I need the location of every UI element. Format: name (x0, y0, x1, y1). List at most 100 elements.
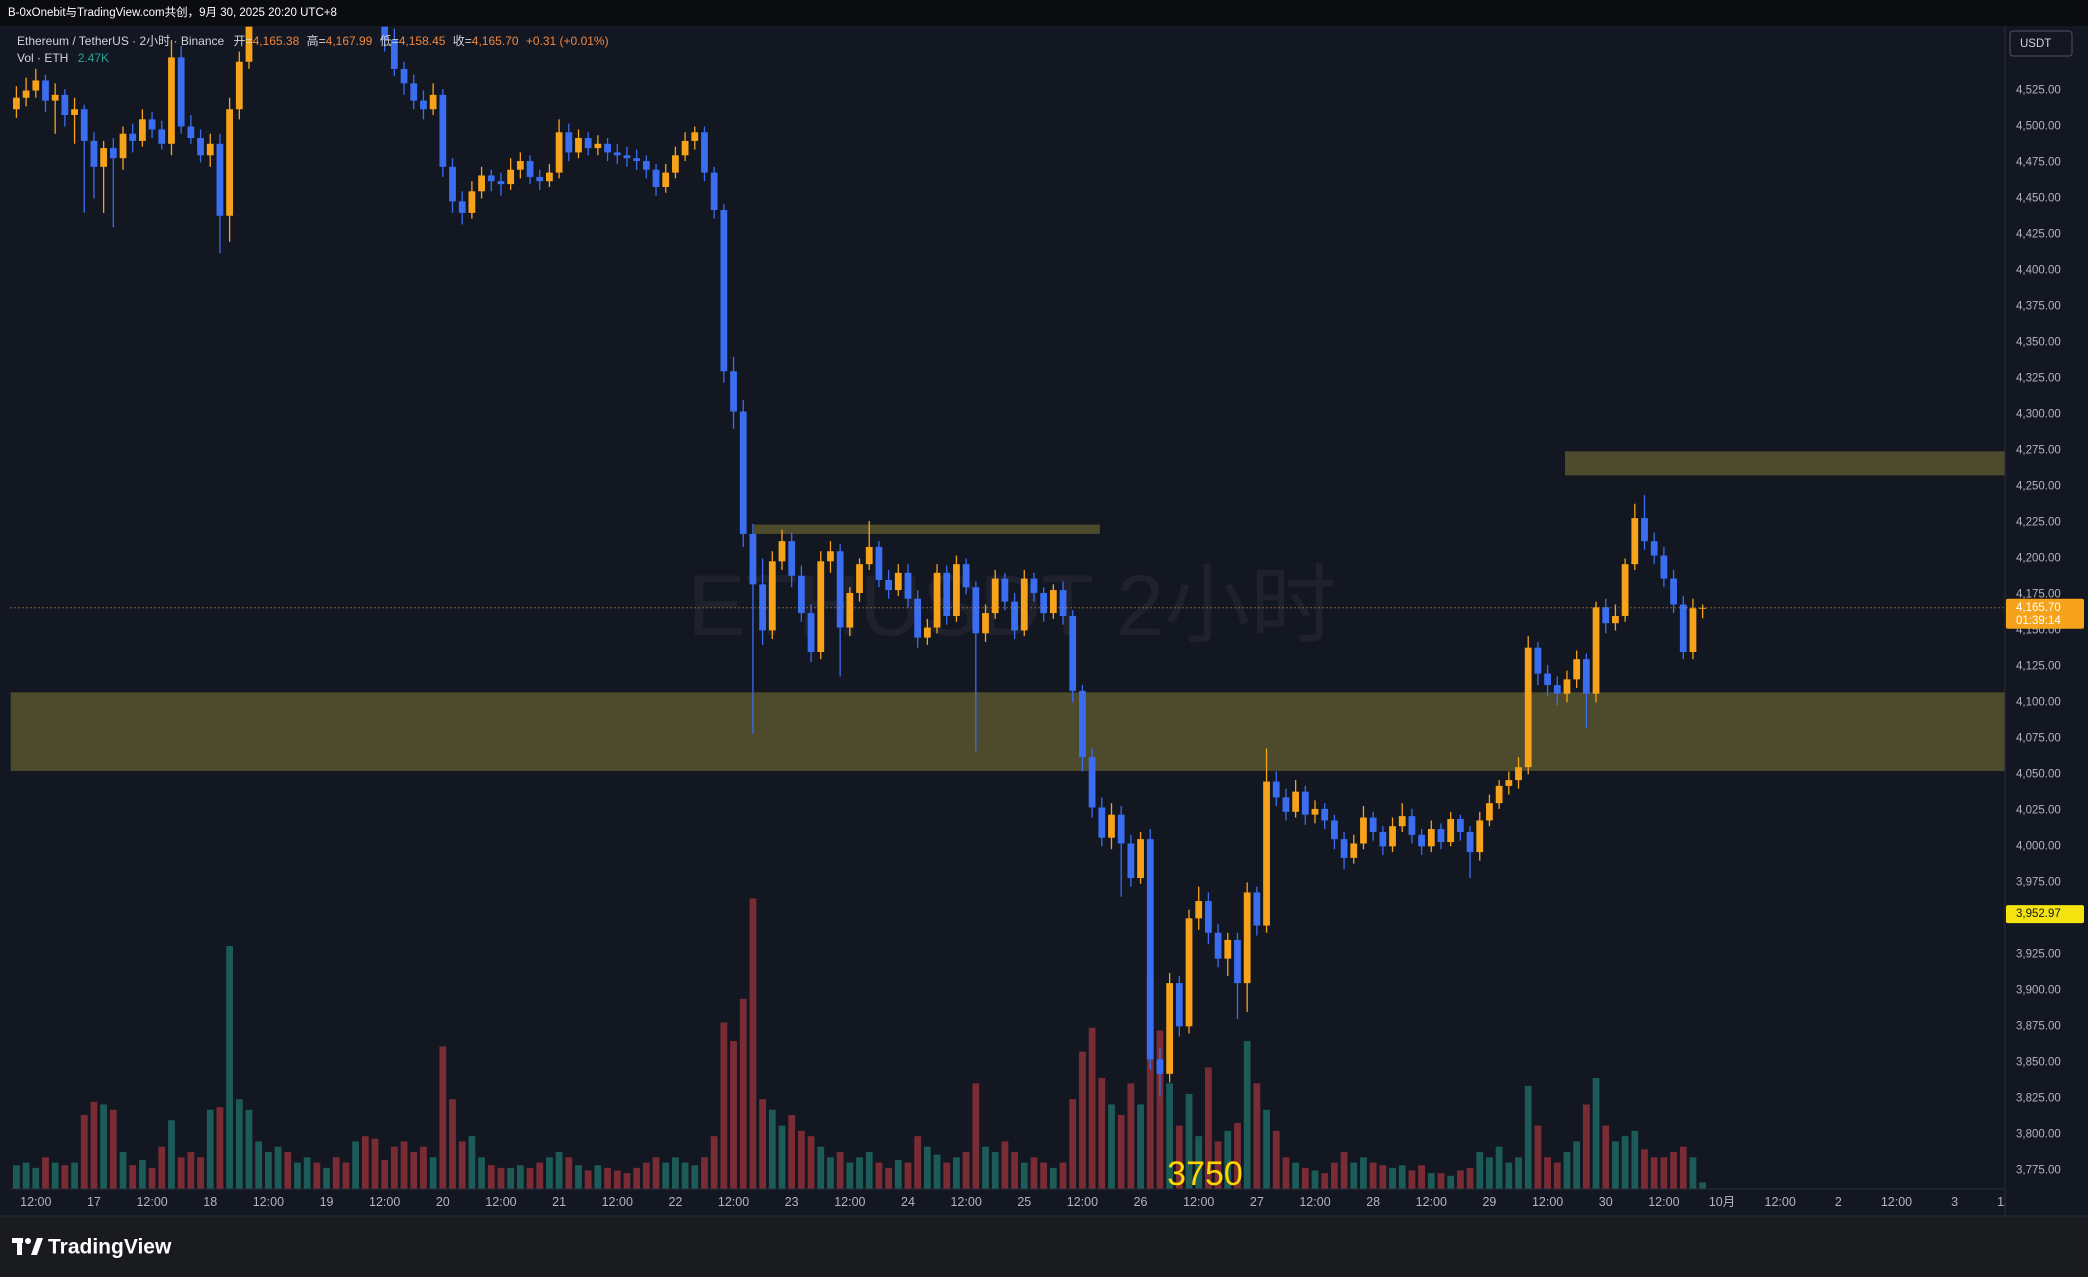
candle-body (584, 138, 592, 149)
zone (753, 524, 1100, 534)
x-tick-label: 29 (1482, 1195, 1496, 1209)
price-marker-label: 4,165.70 (2016, 602, 2061, 614)
header-bar (0, 0, 2088, 26)
volume-bar (536, 1162, 544, 1189)
volume-bar (797, 1130, 805, 1189)
candle-body (1379, 831, 1387, 847)
volume-bar (1515, 1157, 1522, 1189)
candle-body (1156, 1059, 1164, 1074)
candle-body (1224, 939, 1232, 959)
candle-body (206, 143, 214, 156)
volume-bar (1621, 1136, 1629, 1189)
volume-bar (1679, 1146, 1687, 1189)
volume-bar (206, 1109, 214, 1189)
candle-body (701, 132, 708, 173)
x-tick-label: 20 (436, 1195, 450, 1209)
candle-body (468, 191, 476, 213)
candle-body (904, 572, 912, 599)
candle-body (1040, 592, 1048, 614)
x-tick-label: 23 (785, 1195, 799, 1209)
volume-bar (1011, 1152, 1018, 1189)
volume-bar (982, 1146, 989, 1189)
currency-box[interactable] (2009, 30, 2073, 57)
candle-body (22, 90, 30, 98)
volume-bar (1689, 1157, 1697, 1189)
volume-bar (100, 1104, 108, 1189)
candle-body (1660, 555, 1668, 579)
legend-label: 开= (234, 34, 253, 48)
volume-bar (1379, 1165, 1387, 1189)
currency: USDT (2020, 38, 2051, 50)
volume-value: 2.47K (78, 51, 109, 65)
volume-bar (478, 1157, 485, 1189)
zone (1565, 451, 2005, 476)
volume-bar (1156, 1030, 1164, 1189)
volume-bar (768, 1109, 776, 1189)
volume-bar (487, 1165, 495, 1189)
volume-bar (1612, 1141, 1619, 1189)
candle-body (526, 161, 534, 177)
candle-body (885, 580, 892, 591)
volume-bar (168, 1120, 175, 1189)
candle-body (982, 613, 989, 634)
volume-bar (410, 1152, 418, 1189)
candle-body (478, 175, 485, 192)
brand-logo (12, 1238, 43, 1255)
candle-body (487, 175, 495, 182)
candle-body (119, 133, 127, 159)
y-tick-label: 3,825.00 (2016, 1092, 2061, 1104)
volume-bar (80, 1115, 88, 1189)
candle-body (1272, 781, 1280, 798)
volume-bar (1088, 1027, 1096, 1189)
volume-bar (526, 1167, 534, 1189)
candle-body (1108, 814, 1115, 838)
volume-bar (555, 1152, 563, 1189)
volume-bar (342, 1162, 350, 1189)
y-tick-label: 3,925.00 (2016, 948, 2061, 960)
candle-body (555, 132, 563, 173)
candle-body (788, 541, 796, 576)
candle-body (1437, 829, 1445, 843)
y-tick-label: 4,350.00 (2016, 336, 2061, 348)
candle-body (390, 40, 398, 69)
volume-bar (332, 1157, 340, 1189)
volume-bar (226, 945, 234, 1189)
y-tick-label: 4,050.00 (2016, 768, 2061, 780)
candle-body (1602, 607, 1610, 624)
volume-bar (507, 1167, 515, 1189)
legend-symbol: Ethereum / TetherUS · 2小时 · Binance (17, 34, 225, 48)
candle-body (1505, 780, 1513, 786)
candle-body (1350, 843, 1358, 858)
candle-body (817, 561, 825, 652)
x-tick-label: 12:00 (1416, 1195, 1447, 1209)
volume-bar (1369, 1162, 1377, 1189)
candle-body (42, 80, 49, 101)
candle-body (962, 564, 970, 588)
volume-bar (1641, 1149, 1648, 1189)
volume-bar (1214, 1141, 1222, 1189)
x-tick-label: 3 (1951, 1195, 1958, 1209)
volume-bar (1020, 1162, 1028, 1189)
candle-body (148, 119, 156, 130)
candle-body (1301, 791, 1309, 815)
volume-bar (1117, 1115, 1125, 1189)
volume-bar (71, 1162, 78, 1189)
candle-body (1049, 590, 1057, 614)
volume-bar (720, 1022, 728, 1189)
candle-body (1340, 839, 1348, 858)
volume-bar (1292, 1162, 1300, 1189)
candle-body (846, 592, 854, 628)
candle-body (216, 143, 224, 216)
price-marker (2006, 598, 2084, 629)
candle-body (1195, 901, 1203, 919)
y-tick-label: 3,900.00 (2016, 984, 2061, 996)
candle-body (245, 26, 253, 62)
volume-bar (846, 1162, 854, 1189)
logo-part (12, 1238, 23, 1243)
volume-bar (1660, 1157, 1668, 1189)
volume-bar (420, 1146, 427, 1189)
volume-bar (313, 1162, 321, 1189)
candle-body (1621, 564, 1629, 617)
price-marker-label: 3,952.97 (2016, 908, 2061, 920)
candle-body (1418, 834, 1425, 847)
